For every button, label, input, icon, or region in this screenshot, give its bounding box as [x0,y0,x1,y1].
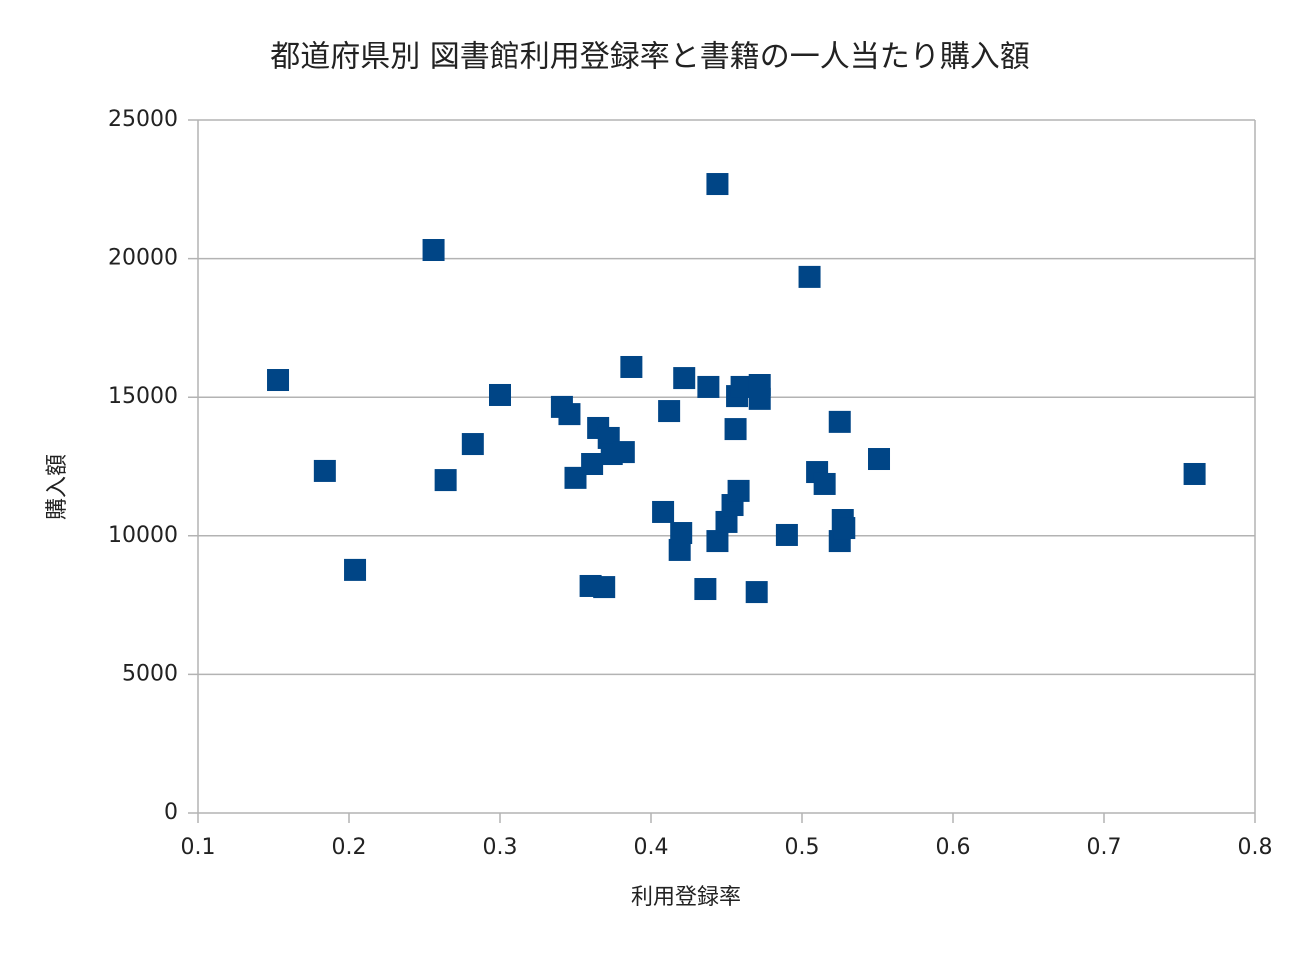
point [581,453,604,476]
y-tick-label: 5000 [122,661,178,686]
point [313,459,336,482]
point [422,239,445,262]
point [775,523,798,546]
point [706,530,729,553]
point [593,576,616,599]
point [620,355,643,378]
x-tick-label: 0.2 [332,835,367,860]
point [798,265,821,288]
point [434,469,457,492]
x-tick-label: 0.4 [634,835,669,860]
point [715,510,738,533]
point [612,441,635,464]
point [694,578,717,601]
point [344,558,367,581]
point [697,375,720,398]
y-tick-label: 15000 [108,384,178,409]
point [727,479,750,502]
point [461,433,484,456]
point [828,410,851,433]
point [670,522,693,545]
point [813,472,836,495]
x-axis-label: 利用登録率 [631,885,741,910]
x-tick-label: 0.6 [936,835,971,860]
y-axis-label: 購入額 [45,454,70,520]
y-tick-label: 0 [164,800,178,825]
point [868,448,891,471]
point [724,418,747,441]
point [1183,462,1206,485]
x-tick-label: 0.1 [181,835,216,860]
point [267,369,290,392]
point [558,403,581,426]
y-tick-label: 25000 [108,107,178,132]
x-tick-label: 0.7 [1087,835,1122,860]
point [745,581,768,604]
point [706,173,729,196]
point [668,538,691,561]
point [730,375,753,398]
x-tick-label: 0.5 [785,835,820,860]
point [658,400,681,423]
point [564,466,587,489]
point [833,517,856,540]
point [673,367,696,390]
x-tick-label: 0.8 [1238,835,1273,860]
point [748,387,771,410]
point [489,383,511,406]
point [652,500,675,523]
x-tick-label: 0.3 [483,835,518,860]
chart-title: 都道府県別 図書館利用登録率と書籍の一人当たり購入額 [270,40,1030,75]
y-tick-label: 20000 [108,246,178,271]
y-tick-label: 10000 [108,523,178,548]
